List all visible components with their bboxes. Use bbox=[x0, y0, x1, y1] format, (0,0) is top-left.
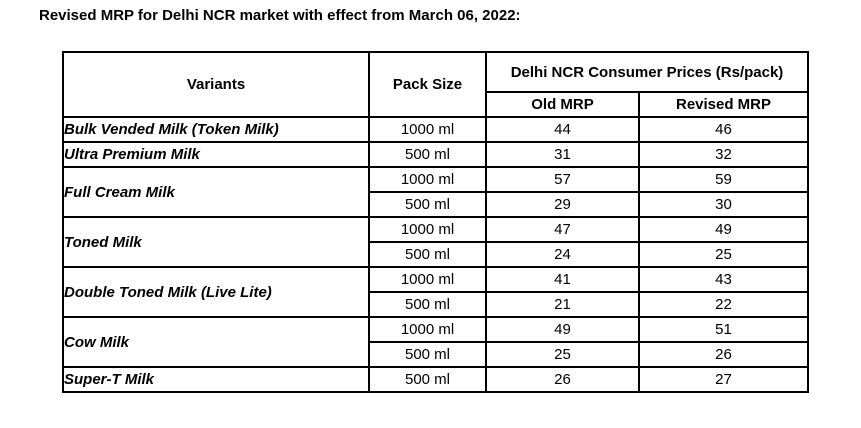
table-row: 500 ml 25 26 bbox=[63, 341, 810, 368]
revised-mrp-cell: 22 bbox=[637, 291, 810, 318]
revised-mrp-cell: 32 bbox=[637, 141, 810, 168]
pack-size-cell: 500 ml bbox=[368, 366, 487, 393]
mrp-table-header: Variants Pack Size Delhi NCR Consumer Pr… bbox=[62, 51, 810, 118]
table-row: Super-T Milk 500 ml 26 27 bbox=[62, 366, 810, 393]
revised-mrp-cell: 26 bbox=[637, 341, 810, 368]
variant-cell: Super-T Milk bbox=[62, 366, 370, 393]
old-mrp-cell: 31 bbox=[485, 141, 640, 168]
column-header-revised-mrp: Revised MRP bbox=[637, 91, 810, 118]
table-row: 500 ml 29 30 bbox=[63, 191, 810, 218]
table-row: 500 ml 24 25 bbox=[63, 241, 810, 268]
old-mrp-cell: 47 bbox=[485, 216, 640, 243]
old-mrp-cell: 26 bbox=[485, 366, 640, 393]
header-row-1: Variants Pack Size Delhi NCR Consumer Pr… bbox=[62, 51, 810, 118]
revised-mrp-cell: 49 bbox=[637, 216, 810, 243]
old-mrp-cell: 41 bbox=[485, 266, 640, 293]
revised-mrp-cell: 46 bbox=[637, 116, 810, 143]
pack-size-cell: 1000 ml bbox=[368, 316, 487, 343]
pack-size-cell: 500 ml bbox=[368, 141, 487, 168]
old-mrp-cell: 25 bbox=[485, 341, 640, 368]
revised-mrp-cell: 43 bbox=[637, 266, 810, 293]
variant-cell: Cow Milk bbox=[62, 316, 370, 368]
table-row: Cow Milk 1000 ml 49 51 bbox=[62, 316, 810, 368]
table-row: Toned Milk 1000 ml 47 49 bbox=[62, 216, 810, 268]
column-header-price-group: Delhi NCR Consumer Prices (Rs/pack) bbox=[484, 51, 810, 93]
mrp-table: Variants Pack Size Delhi NCR Consumer Pr… bbox=[62, 51, 810, 393]
page-title: Revised MRP for Delhi NCR market with ef… bbox=[39, 7, 521, 24]
revised-mrp-cell: 51 bbox=[637, 316, 810, 343]
variant-cell: Double Toned Milk (Live Lite) bbox=[62, 266, 370, 318]
old-mrp-cell: 29 bbox=[485, 191, 640, 218]
revised-mrp-cell: 27 bbox=[637, 366, 810, 393]
table-row: Bulk Vended Milk (Token Milk) 1000 ml 44 46 bbox=[62, 116, 810, 143]
revised-mrp-cell: 25 bbox=[637, 241, 810, 268]
column-header-pack-size: Pack Size bbox=[368, 51, 487, 118]
pack-size-cell: 1000 ml bbox=[368, 216, 487, 243]
revised-mrp-cell: 59 bbox=[637, 166, 810, 193]
table-row: Full Cream Milk 1000 ml 57 59 bbox=[62, 166, 810, 218]
pack-size-cell: 500 ml bbox=[368, 191, 487, 218]
variant-cell: Toned Milk bbox=[62, 216, 370, 268]
old-mrp-cell: 44 bbox=[485, 116, 640, 143]
header-row-2: Old MRP Revised MRP bbox=[63, 91, 810, 118]
pack-size-cell: 500 ml bbox=[368, 291, 487, 318]
variant-cell: Ultra Premium Milk bbox=[62, 141, 370, 168]
old-mrp-cell: 57 bbox=[485, 166, 640, 193]
table-row: Ultra Premium Milk 500 ml 31 32 bbox=[62, 141, 810, 168]
revised-mrp-cell: 30 bbox=[637, 191, 810, 218]
mrp-table-body: Bulk Vended Milk (Token Milk) 1000 ml 44 46… bbox=[62, 116, 810, 393]
pack-size-cell: 500 ml bbox=[368, 341, 487, 368]
table-row: 500 ml 21 22 bbox=[63, 291, 810, 318]
old-mrp-cell: 49 bbox=[485, 316, 640, 343]
old-mrp-cell: 24 bbox=[485, 241, 640, 268]
pack-size-cell: 1000 ml bbox=[368, 266, 487, 293]
pack-size-cell: 500 ml bbox=[368, 241, 487, 268]
column-header-variants: Variants bbox=[62, 51, 370, 118]
column-header-old-mrp: Old MRP bbox=[485, 91, 640, 118]
table-row: Double Toned Milk (Live Lite) 1000 ml 41 43 bbox=[62, 266, 810, 318]
pack-size-cell: 1000 ml bbox=[368, 166, 487, 193]
old-mrp-cell: 21 bbox=[485, 291, 640, 318]
variant-cell: Full Cream Milk bbox=[62, 166, 370, 218]
pack-size-cell: 1000 ml bbox=[368, 116, 487, 143]
variant-cell: Bulk Vended Milk (Token Milk) bbox=[62, 116, 370, 143]
